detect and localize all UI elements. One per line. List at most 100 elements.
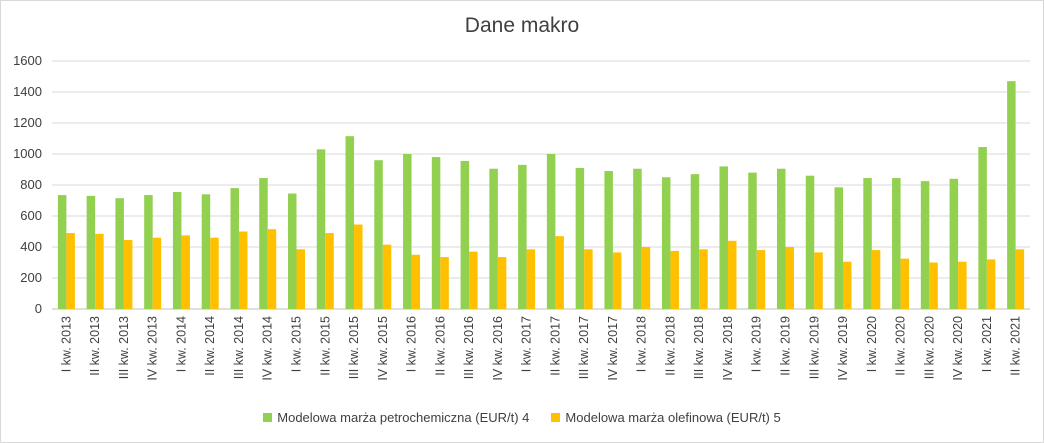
bar-series-1 bbox=[172, 191, 182, 309]
bar-series-1 bbox=[978, 147, 987, 309]
bar-series-2 bbox=[584, 249, 593, 309]
bar-series-2 bbox=[267, 229, 277, 309]
bar-series-1 bbox=[489, 168, 498, 309]
bar-series-2 bbox=[354, 224, 363, 309]
x-tick-label: I kw. 2020 bbox=[865, 316, 879, 372]
bar-series-1 bbox=[86, 195, 96, 309]
bar-series-2 bbox=[1015, 249, 1025, 309]
x-tick-label: IV kw. 2014 bbox=[261, 316, 275, 381]
legend-item-series-1: Modelowa marża petrochemiczna (EUR/t) 4 bbox=[263, 410, 529, 425]
bar-series-1 bbox=[403, 154, 412, 309]
bar-series-1 bbox=[719, 166, 728, 309]
bar-series-1 bbox=[259, 178, 268, 309]
x-tick-label: II kw. 2013 bbox=[88, 316, 102, 376]
bar-series-1 bbox=[777, 168, 786, 309]
bar-series-1 bbox=[316, 149, 326, 309]
x-tick-label: II kw. 2018 bbox=[663, 316, 677, 376]
bar-series-1 bbox=[633, 168, 642, 309]
bar-series-1 bbox=[518, 164, 527, 309]
x-tick-label: I kw. 2017 bbox=[520, 316, 534, 372]
y-tick-label: 0 bbox=[35, 301, 42, 316]
y-tick-label: 1200 bbox=[13, 115, 42, 130]
x-tick-label: I kw. 2016 bbox=[405, 316, 419, 372]
x-tick-label: I kw. 2019 bbox=[750, 316, 764, 372]
bar-series-2 bbox=[382, 244, 392, 309]
bar-series-2 bbox=[440, 257, 449, 309]
x-tick-label: I kw. 2014 bbox=[174, 316, 188, 372]
bar-series-1 bbox=[230, 188, 239, 309]
legend-swatch-series-1 bbox=[263, 413, 273, 422]
legend-swatch-series-2 bbox=[551, 413, 561, 422]
chart-title: Dane makro bbox=[464, 14, 580, 37]
bar-series-1 bbox=[690, 174, 700, 309]
x-tick-label: I kw. 2018 bbox=[635, 316, 649, 372]
bar-series-1 bbox=[57, 195, 67, 309]
x-tick-label: III kw. 2014 bbox=[232, 316, 246, 379]
bar-series-1 bbox=[604, 171, 613, 309]
bar-series-2 bbox=[727, 240, 737, 309]
bar-series-1 bbox=[288, 193, 297, 309]
bar-series-2 bbox=[612, 252, 622, 309]
bar-series-1 bbox=[201, 194, 211, 309]
legend-label-series-2: Modelowa marża olefinowa (EUR/t) 5 bbox=[565, 410, 781, 425]
bar-series-1 bbox=[892, 178, 901, 309]
bar-series-2 bbox=[152, 237, 162, 309]
x-tick-label: IV kw. 2017 bbox=[606, 316, 620, 381]
bar-series-2 bbox=[555, 236, 564, 309]
x-tick-label: IV kw. 2016 bbox=[491, 316, 505, 381]
x-tick-label: III kw. 2017 bbox=[577, 316, 591, 379]
bar-series-2 bbox=[181, 235, 190, 309]
bar-series-1 bbox=[920, 181, 930, 309]
x-tick-label: IV kw. 2015 bbox=[376, 316, 390, 381]
bar-series-2 bbox=[785, 247, 794, 309]
y-tick-label: 600 bbox=[20, 208, 42, 223]
x-tick-label: II kw. 2016 bbox=[433, 316, 447, 376]
x-tick-label: IV kw. 2013 bbox=[146, 316, 160, 381]
bar-series-1 bbox=[460, 160, 470, 309]
bar-series-1 bbox=[374, 160, 383, 309]
x-tick-label: I kw. 2021 bbox=[980, 316, 994, 372]
legend: Modelowa marża petrochemiczna (EUR/t) 4 … bbox=[0, 410, 1044, 425]
y-tick-label: 1600 bbox=[13, 53, 42, 68]
bar-series-1 bbox=[661, 177, 671, 309]
grid-layer bbox=[52, 60, 1030, 310]
bar-series-1 bbox=[575, 167, 585, 309]
bar-series-1 bbox=[863, 178, 872, 309]
bar-series-2 bbox=[296, 249, 305, 309]
x-tick-label: I kw. 2013 bbox=[59, 316, 73, 372]
bar-series-2 bbox=[756, 250, 766, 309]
y-tick-label: 800 bbox=[20, 177, 42, 192]
bar-series-2 bbox=[986, 259, 996, 309]
x-tick-label: III kw. 2016 bbox=[462, 316, 476, 379]
bar-series-2 bbox=[871, 250, 881, 309]
bar-series-2 bbox=[900, 258, 910, 309]
bar-series-2 bbox=[670, 250, 679, 309]
x-tick-label: II kw. 2017 bbox=[548, 316, 562, 376]
bar-series-1 bbox=[1007, 81, 1016, 310]
x-tick-label: II kw. 2014 bbox=[203, 316, 217, 376]
bar-series-1 bbox=[345, 136, 355, 309]
bar-series-2 bbox=[469, 251, 478, 309]
x-tick-label: III kw. 2018 bbox=[692, 316, 706, 379]
bar-series-2 bbox=[526, 249, 536, 309]
legend-label-series-1: Modelowa marża petrochemiczna (EUR/t) 4 bbox=[277, 410, 530, 425]
x-tick-label: II kw. 2015 bbox=[318, 316, 332, 376]
bar-series-2 bbox=[641, 247, 651, 309]
x-axis-ticks: I kw. 2013 II kw. 2013 III kw. 2013 IV kw. … bbox=[59, 316, 1022, 381]
bar-series-1 bbox=[144, 195, 153, 309]
bar-series-2 bbox=[123, 240, 133, 309]
y-tick-label: 400 bbox=[20, 239, 42, 254]
bar-series-2 bbox=[325, 233, 334, 309]
bar-series-2 bbox=[497, 257, 507, 309]
x-tick-label: I kw. 2015 bbox=[290, 316, 304, 372]
bar-series-1 bbox=[834, 187, 844, 309]
bar-series-2 bbox=[66, 233, 75, 309]
bar-series-2 bbox=[411, 254, 421, 309]
bar-series-1 bbox=[431, 157, 441, 309]
legend-item-series-2: Modelowa marża olefinowa (EUR/t) 5 bbox=[551, 410, 781, 425]
bar-series-1 bbox=[805, 175, 815, 309]
bar-series-2 bbox=[210, 237, 219, 309]
bar-series-2 bbox=[814, 252, 823, 309]
x-tick-label: II kw. 2020 bbox=[894, 316, 908, 376]
